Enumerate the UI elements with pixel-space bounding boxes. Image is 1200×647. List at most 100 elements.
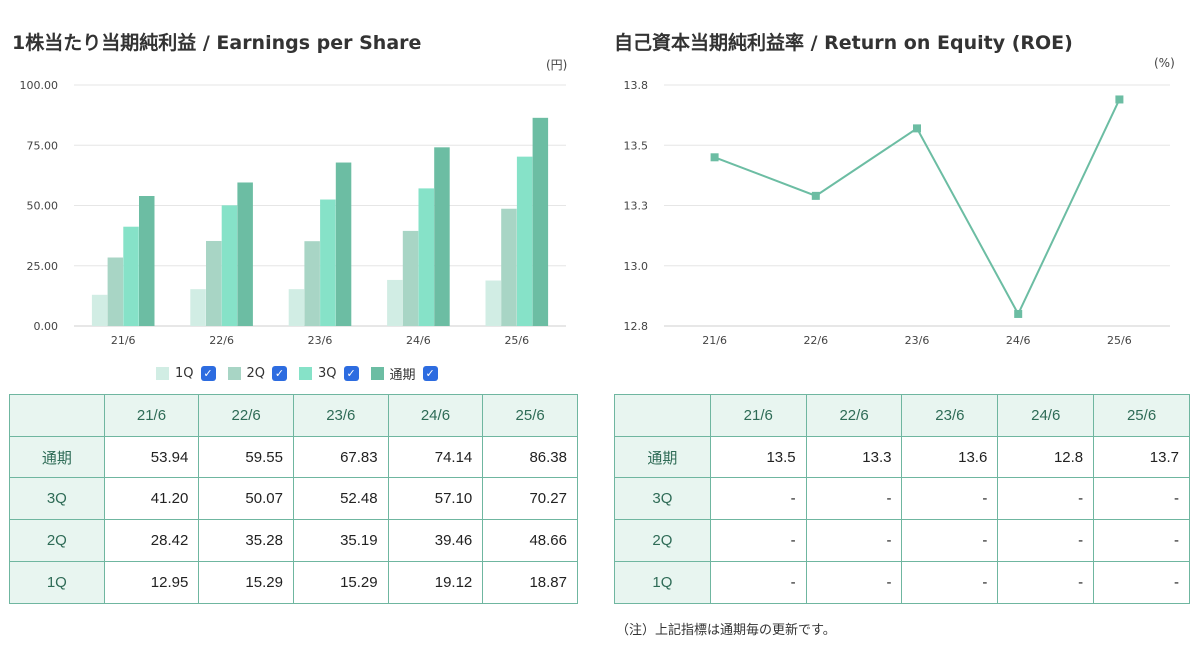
column-header: 23/6 (901, 394, 999, 437)
bar (123, 226, 139, 326)
y-tick-label: 13.8 (624, 79, 649, 92)
table-cell: 15.29 (198, 561, 294, 604)
roe-data-point (913, 124, 921, 133)
bar (418, 188, 434, 326)
roe-data-point (1014, 309, 1023, 318)
legend-swatch-1q (156, 367, 169, 380)
bar (516, 156, 533, 326)
eps-legend: 1Q ✓ 2Q ✓ 3Q ✓ 通期 ✓ (156, 364, 450, 383)
table-cell: 12.95 (103, 561, 200, 604)
row-header: 2Q (9, 519, 105, 562)
row-header: 1Q (614, 561, 711, 604)
legend-item-annual[interactable]: 通期 ✓ (370, 364, 438, 383)
table-cell: 13.7 (1093, 436, 1190, 478)
bar (139, 196, 155, 326)
y-tick-label: 100.00 (20, 79, 59, 92)
roe-data-point (710, 153, 719, 162)
x-tick-label: 24/6 (406, 334, 431, 347)
bar (387, 279, 403, 326)
bar (237, 182, 253, 326)
y-tick-label: 13.5 (624, 139, 649, 152)
column-header: 23/6 (292, 394, 389, 437)
table-cell: 35.19 (292, 519, 389, 562)
table-cell: - (709, 519, 807, 562)
table-cell: 57.10 (387, 477, 484, 520)
bar (434, 147, 450, 326)
table-row: 2Q 28.42 35.28 35.19 39.46 48.66 (9, 519, 578, 562)
x-tick-label: 22/6 (803, 334, 828, 347)
table-cell: 52.48 (292, 477, 389, 520)
roe-line-chart: 12.8 13.0 13.3 13.5 13.8 21/6 22/6 23/6 24/6 25/6 (624, 79, 1170, 347)
table-cell: 35.28 (198, 519, 294, 562)
table-row: 2Q - - - - - (614, 519, 1190, 562)
checkbox-1q[interactable]: ✓ (200, 366, 216, 381)
checkbox-3q[interactable]: ✓ (343, 366, 359, 381)
roe-chart-title: 自己資本当期純利益率 / Return on Equity (ROE) (614, 32, 1073, 54)
table-cell: 18.87 (482, 561, 578, 604)
y-tick-label: 25.00 (27, 260, 59, 273)
table-cell: 67.83 (292, 436, 389, 478)
table-cell: - (709, 561, 807, 604)
legend-item-2q[interactable]: 2Q ✓ (227, 366, 288, 381)
checkbox-annual[interactable]: ✓ (422, 366, 438, 381)
row-header: 2Q (614, 519, 711, 562)
table-cell: 86.38 (482, 436, 578, 478)
table-header-row: 21/6 22/6 23/6 24/6 25/6 (614, 394, 1190, 437)
table-cell: 53.94 (103, 436, 200, 478)
y-tick-label: 12.8 (624, 320, 649, 333)
table-cell: - (805, 477, 903, 520)
table-cell: 28.42 (103, 519, 200, 562)
row-header: 通期 (614, 436, 711, 478)
bar (304, 241, 320, 326)
table-row: 1Q - - - - - (614, 561, 1190, 604)
x-tick-label: 23/6 (905, 334, 930, 347)
eps-chart-title: 1株当たり当期純利益 / Earnings per Share (12, 32, 422, 54)
bar (206, 240, 222, 326)
table-cell: 74.14 (387, 436, 484, 478)
legend-label-2q: 2Q (246, 366, 266, 381)
table-cell: - (1093, 561, 1190, 604)
roe-data-point (1115, 95, 1124, 104)
roe-data-point (811, 191, 820, 200)
bar (190, 289, 206, 326)
table-cell: - (997, 477, 1095, 520)
roe-footnote: （注）上記指標は通期毎の更新です。 (616, 623, 836, 638)
table-cell: 59.55 (198, 436, 294, 478)
eps-data-table: 21/6 22/6 23/6 24/6 25/6 通期 53.94 59.55 … (9, 394, 578, 604)
y-tick-label: 13.3 (624, 200, 649, 213)
bar (335, 162, 352, 326)
table-cell: - (805, 519, 903, 562)
table-cell: 50.07 (198, 477, 294, 520)
table-corner-cell (614, 394, 711, 437)
table-cell: - (709, 477, 807, 520)
table-cell: 12.8 (997, 436, 1095, 478)
bar (532, 117, 549, 326)
legend-swatch-annual (370, 367, 384, 380)
table-row: 3Q - - - - - (614, 477, 1190, 520)
bar (288, 289, 305, 326)
bar (91, 294, 108, 326)
x-tick-label: 24/6 (1006, 334, 1031, 347)
eps-bar-chart: 0.00 25.00 50.00 75.00 100.00 21/6 22/6 23/6 24/… (20, 79, 566, 347)
column-header: 24/6 (387, 394, 484, 437)
table-cell: 13.6 (901, 436, 999, 478)
legend-item-1q[interactable]: 1Q ✓ (156, 366, 216, 381)
checkbox-2q[interactable]: ✓ (272, 366, 288, 381)
column-header: 24/6 (997, 394, 1095, 437)
table-cell: 48.66 (482, 519, 578, 562)
table-cell: - (997, 561, 1095, 604)
legend-label-annual: 通期 (389, 368, 416, 383)
row-header: 1Q (9, 561, 105, 604)
x-tick-label: 21/6 (111, 334, 136, 347)
column-header: 21/6 (103, 394, 200, 437)
column-header: 25/6 (482, 394, 578, 437)
table-cell: - (997, 519, 1095, 562)
table-cell: 19.12 (387, 561, 484, 604)
table-header-row: 21/6 22/6 23/6 24/6 25/6 (9, 394, 578, 437)
table-cell: - (901, 477, 999, 520)
table-cell: - (805, 561, 903, 604)
table-row: 3Q 41.20 50.07 52.48 57.10 70.27 (9, 477, 578, 520)
legend-swatch-3q (299, 367, 313, 380)
legend-item-3q[interactable]: 3Q ✓ (299, 366, 359, 381)
bar (320, 199, 336, 326)
